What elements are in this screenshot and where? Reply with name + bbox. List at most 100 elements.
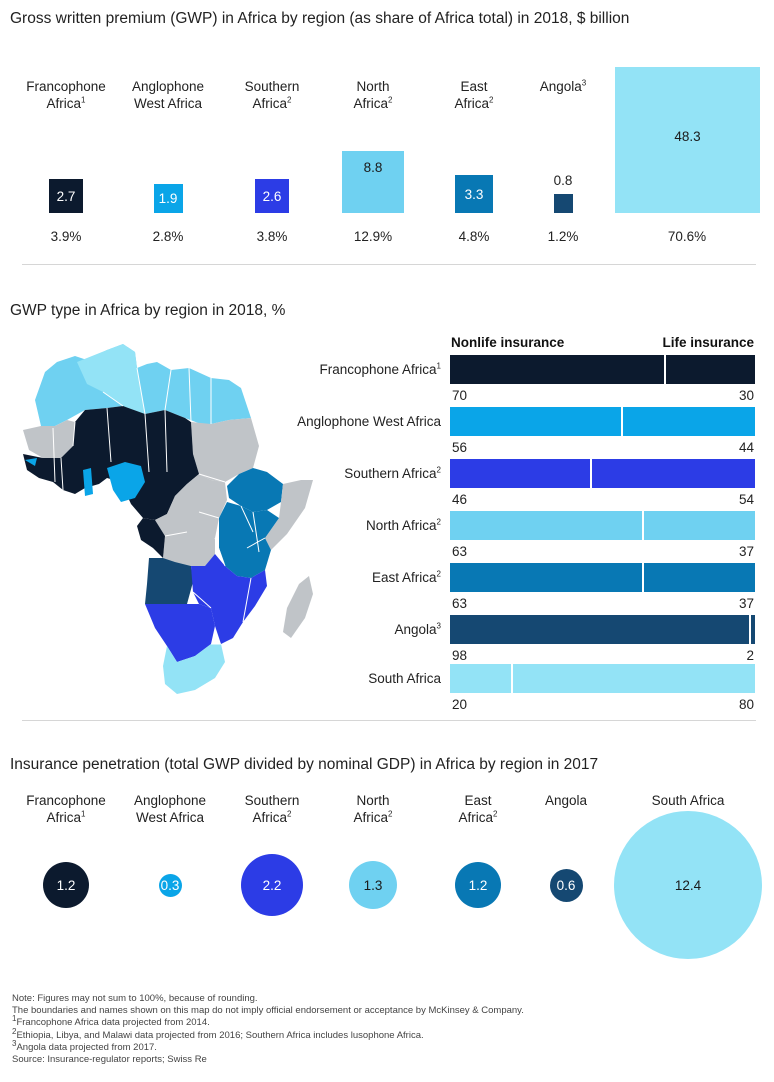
gwp-chart-title: Gross written premium (GWP) in Africa by… (10, 10, 630, 27)
map-ethiopia (227, 468, 283, 512)
gwp-value-label: 2.6 (262, 188, 282, 204)
category-label: East Africa2 (454, 79, 494, 111)
stacked-bar (450, 407, 755, 436)
gwp-value-label: 3.3 (464, 186, 484, 202)
gwp-value-label: 1.9 (158, 191, 178, 206)
gwp-square: 2.6 (255, 179, 289, 213)
share-label: 12.9% (353, 229, 393, 244)
bar-category-label: East Africa2 (372, 569, 441, 585)
map-ghana (83, 468, 93, 496)
map-southern-east (191, 554, 267, 644)
bar-split (590, 459, 592, 488)
category-label: Anglophone West Africa (131, 79, 205, 111)
legend-nonlife: Nonlife insurance (451, 335, 565, 350)
bar-split (511, 664, 513, 693)
life-value: 37 (738, 596, 754, 611)
bar-category-label: Anglophone West Africa (297, 414, 441, 429)
map-namibia-botswana (145, 604, 215, 662)
stacked-bar (450, 615, 755, 644)
category-label: East Africa2 (458, 793, 498, 825)
bar-category-label: Angola3 (394, 621, 442, 637)
legend-life: Life insurance (662, 335, 754, 350)
gwp-square: 2.7 (49, 179, 83, 213)
gwp-value-label: 48.3 (674, 129, 701, 144)
stacked-bar (450, 459, 755, 488)
category-label: Southern Africa2 (244, 79, 300, 111)
category-label: South Africa (651, 793, 725, 808)
penetration-value: 12.4 (674, 877, 702, 893)
stacked-bar (450, 563, 755, 592)
category-label: North Africa2 (353, 79, 393, 111)
footnote: Source: Insurance-regulator reports; Swi… (12, 1054, 207, 1066)
share-label: 2.8% (152, 229, 184, 244)
map-gambia (25, 458, 37, 466)
bar-split (621, 407, 623, 436)
penetration-circle: 1.2 (455, 862, 501, 908)
map-sudan (191, 418, 259, 482)
bar-split (642, 563, 644, 592)
nonlife-value: 56 (452, 440, 468, 455)
life-value: 44 (738, 440, 754, 455)
penetration-circle: 1.2 (43, 862, 89, 908)
footnote: 3Angola data projected from 2017. (12, 1038, 157, 1053)
gwp-square: 3.3 (455, 175, 493, 213)
category-label: Anglophone West Africa (133, 793, 207, 825)
share-label: 4.8% (458, 229, 490, 244)
life-value: 30 (738, 388, 754, 403)
penetration-circle: 2.2 (241, 854, 303, 916)
bar-category-label: Southern Africa2 (344, 465, 441, 481)
map-nigeria (107, 462, 145, 502)
nonlife-value: 98 (452, 648, 468, 663)
footnote: Note: Figures may not sum to 100%, becau… (12, 993, 258, 1004)
bar-split (664, 355, 666, 384)
penetration-circle: 0.6 (549, 868, 583, 902)
category-label: Francophone Africa1 (26, 793, 106, 825)
footnotes: Note: Figures may not sum to 100%, becau… (12, 993, 524, 1066)
map-south-africa (163, 644, 225, 694)
map-francophone-west (23, 406, 199, 520)
divider (22, 264, 756, 265)
bar-category-label: Francophone Africa1 (319, 361, 441, 377)
life-value: 54 (738, 492, 754, 507)
stacked-bar (450, 355, 755, 384)
life-value: 37 (738, 544, 754, 559)
penetration-value: 1.2 (56, 877, 76, 893)
map-angola (145, 558, 193, 604)
gwp-type-chart-title: GWP type in Africa by region in 2018, % (10, 302, 286, 319)
map-madagascar (283, 576, 313, 638)
penetration-chart-title: Insurance penetration (total GWP divided… (10, 756, 599, 773)
category-label: Angola (544, 793, 588, 808)
gwp-square (553, 194, 573, 213)
penetration-circle: 0.3 (158, 873, 182, 897)
footnote: 1Francophone Africa data projected from … (12, 1014, 210, 1029)
penetration-circle: 12.4 (614, 811, 762, 959)
map-somalia (265, 480, 313, 550)
share-label: 70.6% (667, 229, 707, 244)
category-label: Angola3 (539, 78, 587, 94)
gwp-value-label: 8.8 (363, 159, 383, 175)
category-label: Southern Africa2 (244, 793, 300, 825)
nonlife-value: 20 (452, 697, 468, 712)
gwp-value-label: 0.8 (553, 173, 573, 188)
penetration-circle: 1.3 (349, 861, 397, 909)
life-value: 2 (746, 648, 754, 663)
footnote: 2Ethiopia, Libya, and Malawi data projec… (12, 1026, 424, 1041)
share-label: 3.8% (256, 229, 288, 244)
map-east-africa (219, 502, 279, 578)
share-label: 1.2% (547, 229, 579, 244)
divider (22, 720, 756, 721)
map-gabon (137, 518, 165, 558)
map-algeria (77, 344, 145, 414)
map-mauritania (23, 420, 75, 458)
penetration-value: 1.3 (363, 877, 383, 893)
bar-split (749, 615, 751, 644)
map-central-africa (155, 474, 227, 566)
stacked-bar (450, 664, 755, 693)
life-value: 80 (738, 697, 754, 712)
gwp-square: 48.3 (615, 67, 760, 213)
bar-split (642, 511, 644, 540)
stacked-bar (450, 511, 755, 540)
gwp-square: 1.9 (153, 184, 183, 213)
penetration-value: 2.2 (262, 877, 282, 893)
share-label: 3.9% (50, 229, 82, 244)
